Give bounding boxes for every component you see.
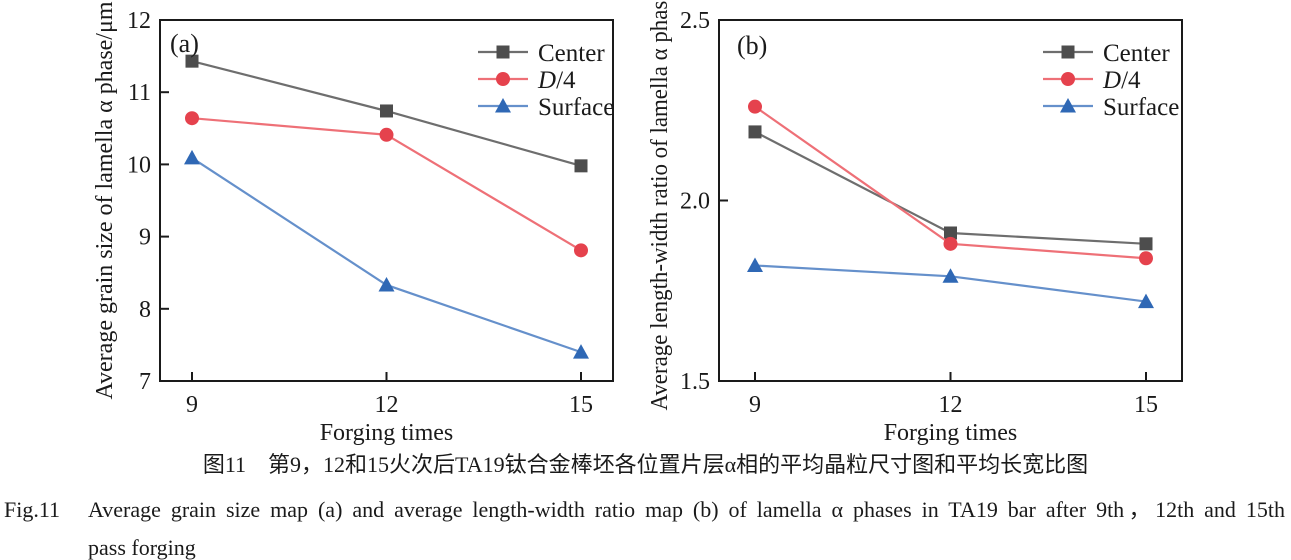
caption-english-line1: Average grain size map (a) and average l… xyxy=(88,497,1285,522)
circle-marker xyxy=(496,72,510,86)
x-axis-label: Forging times xyxy=(884,420,1018,446)
plot-border xyxy=(159,19,614,382)
triangle-marker xyxy=(573,344,589,359)
y-tick-label: 12 xyxy=(127,8,151,34)
x-tick-label: 12 xyxy=(939,392,963,418)
triangle-marker xyxy=(378,276,395,292)
caption-english-line2: pass forging xyxy=(88,535,196,560)
legend-label: Surface xyxy=(1103,94,1179,121)
x-tick-label: 9 xyxy=(749,392,761,418)
plot-border xyxy=(718,19,1183,382)
triangle-marker xyxy=(1060,98,1076,113)
chart-length-width-ratio: 1.5 2.0 2.5 9 12 15 Forging times Average lengt… xyxy=(647,0,1183,446)
y-tick-label: 7 xyxy=(139,369,151,395)
triangle-marker xyxy=(747,257,763,272)
square-marker xyxy=(496,45,510,59)
panel-label: (a) xyxy=(170,29,199,58)
series-line-surface xyxy=(191,156,582,354)
x-axis-label: Forging times xyxy=(320,420,454,446)
y-tick-label: 1.5 xyxy=(680,369,710,395)
legend-label: D/4 xyxy=(537,67,576,94)
x-tick-label: 9 xyxy=(186,392,198,418)
circle-marker xyxy=(748,99,762,114)
legend-label: Center xyxy=(1103,40,1170,67)
y-tick-label: 11 xyxy=(128,80,151,106)
y-axis-label: Average grain size of lamella α phase/μm xyxy=(92,1,118,399)
panel-label: (b) xyxy=(737,31,767,60)
circle-marker xyxy=(1139,251,1153,266)
legend-label: Surface xyxy=(538,94,614,121)
circle-marker xyxy=(1061,72,1075,86)
square-marker xyxy=(185,54,199,68)
square-marker xyxy=(748,125,762,139)
triangle-marker xyxy=(1138,293,1154,309)
y-tick-label: 8 xyxy=(139,297,151,323)
triangle-marker xyxy=(184,149,200,165)
y-tick-label: 10 xyxy=(127,152,151,178)
circle-marker xyxy=(185,111,199,126)
square-marker xyxy=(1139,237,1153,251)
y-tick-label: 2.5 xyxy=(680,8,710,34)
square-marker xyxy=(1061,45,1075,59)
circle-marker xyxy=(379,127,394,142)
square-marker xyxy=(380,104,393,118)
y-axis-label: Average length-width ratio of lamella α … xyxy=(647,0,673,411)
caption-chinese: 图11 第9，12和15火次后TA19钛合金棒坯各位置片层α相的平均晶粒尺寸图和… xyxy=(202,452,1089,477)
circle-marker xyxy=(943,236,958,251)
y-tick-label: 9 xyxy=(139,225,151,251)
chart-grain-size: 7 8 9 10 11 12 9 12 15 Forging times Average grain… xyxy=(92,1,614,446)
caption-figure-number: Fig.11 xyxy=(4,497,61,522)
x-tick-label: 12 xyxy=(375,392,399,418)
x-tick-label: 15 xyxy=(1134,392,1158,418)
legend-label: Center xyxy=(538,40,605,67)
triangle-marker xyxy=(495,98,511,113)
circle-marker xyxy=(574,243,588,258)
square-marker xyxy=(944,226,957,240)
square-marker xyxy=(574,159,588,173)
y-tick-label: 2.0 xyxy=(680,189,710,215)
triangle-marker xyxy=(942,268,959,283)
x-tick-label: 15 xyxy=(569,392,593,418)
legend-label: D/4 xyxy=(1102,67,1141,94)
